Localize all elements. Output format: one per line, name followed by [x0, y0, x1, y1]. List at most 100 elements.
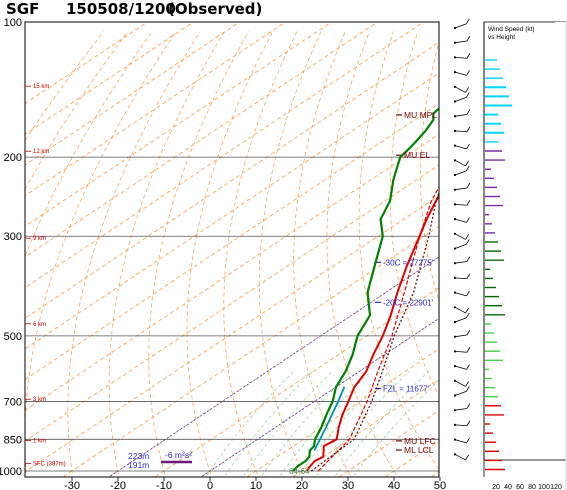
isotherm-line: [62, 225, 439, 477]
wind-barb-flag: [466, 329, 471, 336]
sounding-time: 150508/1200: [66, 0, 176, 18]
wind-barb-dot: [453, 335, 457, 338]
reference-isotherm: [200, 317, 439, 477]
dry-adiabat: [358, 31, 439, 471]
isotherm-line: [25, 164, 439, 442]
wind-barb-dot: [453, 276, 457, 279]
wind-barb: [454, 424, 467, 427]
isotherm-line: [25, 103, 439, 381]
isotherm-line: [25, 22, 241, 166]
temperature-tick-label: 50: [434, 480, 446, 490]
chart-background-lines: [25, 22, 439, 477]
temperature-tick-label: -10: [156, 480, 172, 490]
isotherm-line: [25, 22, 149, 105]
wind-barb-dot: [453, 144, 457, 147]
virtual-temperature-line: [317, 185, 439, 472]
height-labels: 15 km 12 km 9 km 6 km 3 km 1 km SFC (387m): [25, 84, 66, 468]
wind-barb-flag: [465, 239, 470, 245]
wind-panel-title-2: vs Height: [488, 34, 515, 41]
wind-barb: [454, 71, 467, 76]
wind-barb-flag: [465, 165, 470, 172]
wind-barb-dot: [453, 232, 457, 235]
wind-barb-dot: [453, 291, 457, 294]
wind-barb-flag: [466, 143, 470, 150]
dry-adiabat: [148, 31, 249, 477]
isotherm-line: [25, 22, 379, 258]
srh-unit: -6 m²s²: [165, 450, 192, 460]
level-labels: MU MPL MU EL -30C = 27275' -20C = 22901' FZL…: [383, 110, 437, 455]
height-label: SFC (387m): [33, 462, 66, 468]
wind-barb-flag: [466, 256, 471, 262]
wind-barb-flag: [465, 160, 469, 167]
wind-barb-dot: [453, 41, 457, 44]
height-label: 9 km: [33, 236, 46, 242]
wind-barb-flag: [466, 182, 471, 189]
temperature-tick-label: 40: [388, 480, 400, 490]
wind-barb: [454, 292, 467, 297]
moist-adiabat: [205, 371, 294, 477]
dry-adiabat: [223, 31, 298, 477]
wind-barb-dot: [453, 379, 457, 382]
wind-barb: [454, 277, 467, 280]
dry-adiabat: [25, 31, 177, 477]
wind-barb: [454, 439, 467, 444]
wind-barb-dot: [453, 56, 457, 59]
dry-adiabat: [108, 31, 225, 477]
temperature-tick-label: 10: [250, 480, 262, 490]
station-id: SGF: [6, 0, 39, 18]
temperature-tick-label: 20: [296, 480, 308, 490]
wind-barb: [454, 351, 467, 353]
moist-adiabat: [297, 371, 391, 477]
wind-panel-ticks: 20 40 60 80 100 120: [492, 484, 562, 490]
wind-barb: [454, 306, 466, 314]
wind-panel-tick-label: 80: [528, 484, 536, 490]
wind-barb: [454, 23, 467, 29]
wind-barb: [454, 57, 467, 59]
dry-adiabat: [67, 31, 201, 477]
isotherm-line: [154, 287, 439, 477]
wind-panel-title-1: Wind Speed (kt): [488, 26, 535, 33]
isotherm-line: [25, 22, 287, 197]
wind-barb-flag: [465, 87, 469, 93]
wind-barb-flag: [465, 454, 469, 461]
isotherm-line: [25, 22, 333, 227]
level-label: -30C = 27275': [383, 258, 434, 267]
wind-barb: [454, 453, 466, 461]
wind-barb: [454, 365, 467, 370]
wind-barb: [454, 244, 467, 249]
wind-barb: [454, 170, 467, 176]
plot-frame: [24, 21, 440, 478]
wetbulb-line: [313, 386, 346, 451]
wind-barb: [454, 408, 467, 411]
level-label: -20C = 22901': [383, 298, 434, 307]
height-label: 15 km: [33, 84, 49, 90]
parcel-trace-line: [310, 190, 439, 472]
pressure-tick-label: 850: [4, 434, 22, 446]
pressure-tick-label: 300: [4, 231, 22, 243]
dry-adiabat: [186, 31, 274, 477]
wind-barb-dot: [453, 350, 457, 353]
dry-adiabat: [293, 31, 352, 477]
wind-barb: [454, 218, 467, 223]
wind-barb-flag: [466, 437, 470, 444]
wind-barb-flag: [466, 217, 470, 223]
wind-barb-dot: [453, 365, 457, 368]
wind-barb: [454, 391, 467, 396]
level-label: ML LCL: [404, 445, 434, 455]
wind-barb: [454, 204, 467, 206]
srh-value-1: 223m: [128, 451, 149, 461]
wind-barb-flag: [466, 420, 471, 426]
wind-barb-dot: [453, 71, 457, 74]
moist-adiabat: [242, 371, 333, 477]
dry-adiabat: [25, 31, 153, 258]
isotherm-line: [292, 379, 439, 477]
isotherm-line: [25, 22, 425, 289]
wind-barb-flag: [465, 92, 470, 98]
pressure-ticks: 100 200 300 500 700 850 1000: [0, 17, 22, 478]
dry-adiabat: [326, 31, 399, 477]
bottom-values: 64-64: [289, 467, 310, 476]
dewpoint-line: [292, 107, 439, 472]
wind-barb-flag: [466, 200, 471, 206]
wind-barb: [454, 40, 467, 44]
